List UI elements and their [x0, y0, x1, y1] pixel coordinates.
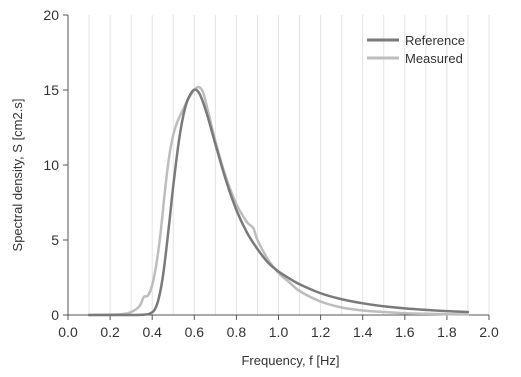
series-line-measured [87, 85, 470, 317]
series-line-reference [87, 88, 470, 317]
x-tick-label: 0.2 [100, 324, 120, 340]
x-tick-label: 1.8 [437, 324, 457, 340]
x-tick-label: 1.2 [311, 324, 331, 340]
legend: Reference Measured [367, 33, 465, 66]
y-tick-label: 5 [51, 232, 59, 248]
x-tick-label: 0.8 [227, 324, 247, 340]
y-tick-labels: 0 5 10 15 20 [43, 7, 59, 323]
x-tick-label: 0.0 [58, 324, 78, 340]
x-tick-label: 2.0 [479, 324, 499, 340]
y-tick-label: 10 [43, 157, 59, 173]
x-tick-labels: 0.0 0.2 0.4 0.6 0.8 1.0 1.2 1.4 1.6 1.8 2.0 [58, 324, 499, 340]
y-axis-title: Spectral density, S [cm2.s] [10, 99, 25, 252]
x-tick-label: 1.6 [395, 324, 415, 340]
legend-label-measured: Measured [405, 51, 463, 66]
x-tick-label: 0.4 [142, 324, 162, 340]
y-tick-label: 20 [43, 7, 59, 23]
x-tick-label: 0.6 [185, 324, 205, 340]
x-tick-label: 1.4 [353, 324, 373, 340]
series-lines [87, 85, 470, 317]
x-tick-label: 1.0 [269, 324, 289, 340]
grid-lines [88, 15, 490, 315]
y-tick-label: 15 [43, 82, 59, 98]
x-axis-title: Frequency, f [Hz] [241, 353, 339, 368]
legend-label-reference: Reference [405, 33, 465, 48]
y-tick-label: 0 [51, 307, 59, 323]
